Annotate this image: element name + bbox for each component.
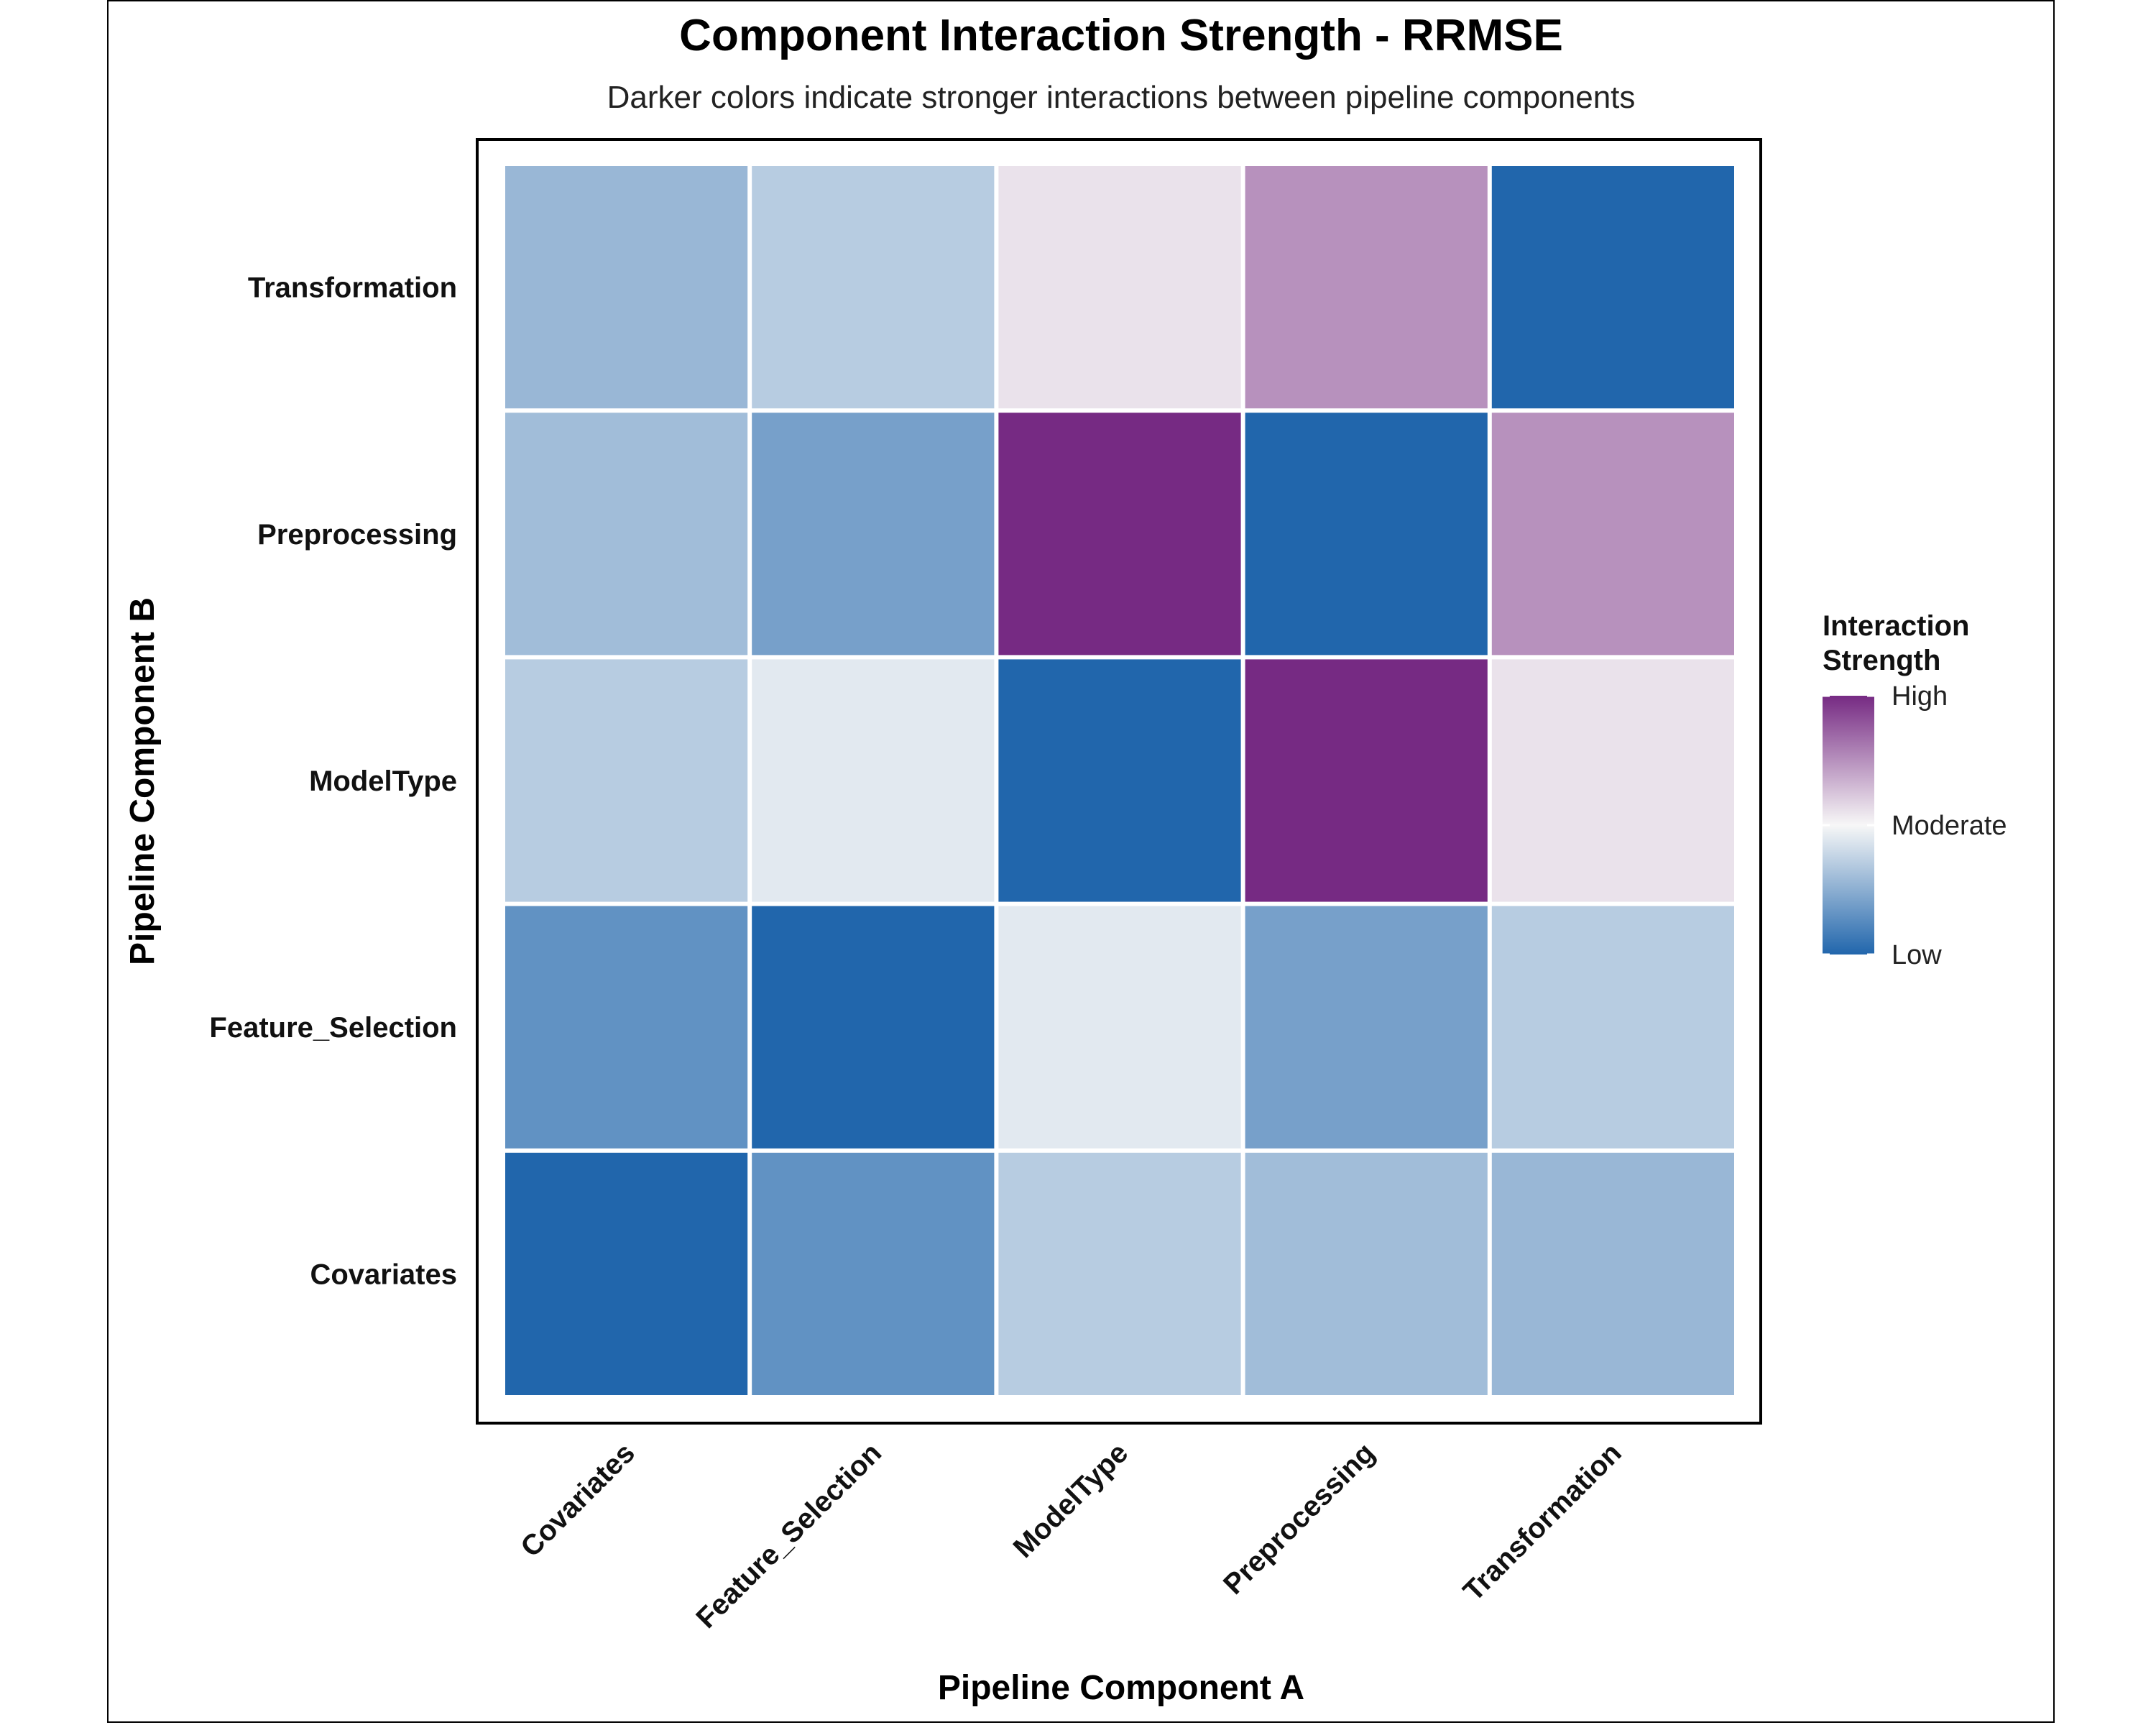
heatmap-cell-Covariates-Feature_Selection xyxy=(505,906,748,1149)
heatmap-cell-Preprocessing-ModelType xyxy=(1245,659,1488,902)
y-axis-label: Pipeline Component B xyxy=(124,597,162,965)
legend-label-moderate: Moderate xyxy=(1892,811,2007,841)
heatmap-cell-Preprocessing-Feature_Selection xyxy=(1245,906,1488,1149)
heatmap-cell-Feature_Selection-ModelType xyxy=(752,659,995,902)
x-tick-Feature_Selection: Feature_Selection xyxy=(690,1437,888,1634)
heatmap-cell-Transformation-ModelType xyxy=(1491,659,1734,902)
heatmap-cell-Transformation-Feature_Selection xyxy=(1491,906,1734,1149)
y-tick-ModelType: ModelType xyxy=(309,765,457,797)
heatmap-cell-ModelType-Feature_Selection xyxy=(998,906,1241,1149)
heatmap-cell-ModelType-ModelType xyxy=(998,659,1241,902)
chart-title: Component Interaction Strength - RRMSE xyxy=(679,11,1563,60)
heatmap-cell-ModelType-Transformation xyxy=(998,166,1241,409)
x-tick-Covariates: Covariates xyxy=(515,1437,641,1563)
legend-label-high: High xyxy=(1892,681,1948,712)
x-tick-Transformation: Transformation xyxy=(1457,1437,1628,1607)
chart-subtitle: Darker colors indicate stronger interact… xyxy=(607,80,1636,115)
heatmap-cell-Covariates-Preprocessing xyxy=(505,413,748,656)
heatmap-cell-Covariates-Covariates xyxy=(505,1152,748,1395)
heatmap-cell-Covariates-ModelType xyxy=(505,659,748,902)
heatmap-cell-Preprocessing-Covariates xyxy=(1245,1152,1488,1395)
heatmap-cell-Feature_Selection-Preprocessing xyxy=(752,413,995,656)
heatmap-cell-Preprocessing-Preprocessing xyxy=(1245,413,1488,656)
legend-title-line2: Strength xyxy=(1823,645,1940,676)
y-tick-Preprocessing: Preprocessing xyxy=(257,519,457,551)
legend-label-low: Low xyxy=(1892,940,1942,970)
heatmap-cell-Transformation-Preprocessing xyxy=(1491,413,1734,656)
heatmap-cell-Feature_Selection-Covariates xyxy=(752,1152,995,1395)
heatmap-cell-ModelType-Preprocessing xyxy=(998,413,1241,656)
heatmap-cell-Covariates-Transformation xyxy=(505,166,748,409)
heatmap-cell-Feature_Selection-Transformation xyxy=(752,166,995,409)
y-tick-Covariates: Covariates xyxy=(310,1259,457,1290)
y-tick-Feature_Selection: Feature_Selection xyxy=(209,1012,457,1044)
heatmap-cells xyxy=(505,166,1734,1395)
x-tick-ModelType: ModelType xyxy=(1008,1437,1135,1564)
x-axis-label: Pipeline Component A xyxy=(938,1669,1304,1707)
heatmap-cell-Transformation-Transformation xyxy=(1491,166,1734,409)
legend-color-bar xyxy=(1823,696,1874,954)
x-tick-labels: Covariates Feature_Selection ModelType Prep… xyxy=(515,1437,1628,1634)
heatmap-cell-Feature_Selection-Feature_Selection xyxy=(752,906,995,1149)
y-tick-Transformation: Transformation xyxy=(248,272,457,304)
heatmap-cell-ModelType-Covariates xyxy=(998,1152,1241,1395)
heatmap-cell-Transformation-Covariates xyxy=(1491,1152,1734,1395)
plot-frame xyxy=(107,0,2055,1723)
color-legend: Interaction Strength High Moderate Low xyxy=(1823,610,2007,970)
x-tick-Preprocessing: Preprocessing xyxy=(1217,1437,1381,1601)
heatmap-cell-Preprocessing-Transformation xyxy=(1245,166,1488,409)
y-tick-labels: Covariates Feature_Selection ModelType Prep… xyxy=(209,272,457,1291)
legend-title-line1: Interaction xyxy=(1823,610,1969,642)
